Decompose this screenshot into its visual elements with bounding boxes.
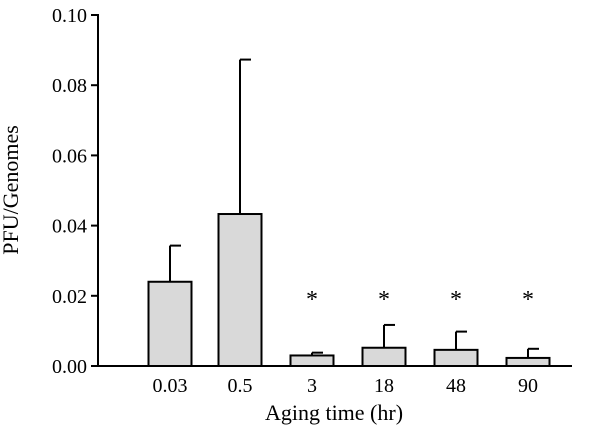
significance-marker: * [378, 287, 390, 313]
bar [289, 354, 335, 368]
x-axis-title: Aging time (hr) [265, 400, 403, 425]
bar [147, 280, 193, 368]
y-tick-label: 0.00 [52, 356, 87, 378]
x-tick-label: 90 [518, 375, 538, 397]
bar [505, 356, 551, 368]
x-tick-label: 0.03 [153, 375, 188, 397]
bars: * * * * [147, 58, 551, 368]
y-ticks: 0.00 0.02 0.04 0.06 0.08 0.10 [52, 5, 98, 378]
y-tick-label: 0.04 [52, 216, 87, 238]
x-tick-label: 0.5 [228, 375, 253, 397]
y-tick-label: 0.06 [52, 145, 87, 167]
bar [361, 346, 407, 367]
significance-marker: * [450, 287, 462, 313]
x-tick-label: 18 [374, 375, 394, 397]
y-tick-label: 0.10 [52, 5, 87, 27]
significance-marker: * [306, 287, 318, 313]
bar [217, 213, 263, 367]
x-tick-label: 48 [446, 375, 466, 397]
y-tick-label: 0.02 [52, 286, 87, 308]
significance-marker: * [522, 287, 534, 313]
y-axis-title: PFU/Genomes [0, 125, 23, 255]
x-tick-label: 3 [307, 375, 317, 397]
x-tick-labels: 0.03 0.5 3 18 48 90 [153, 375, 539, 397]
y-tick-label: 0.08 [52, 75, 87, 97]
bar [433, 348, 479, 368]
